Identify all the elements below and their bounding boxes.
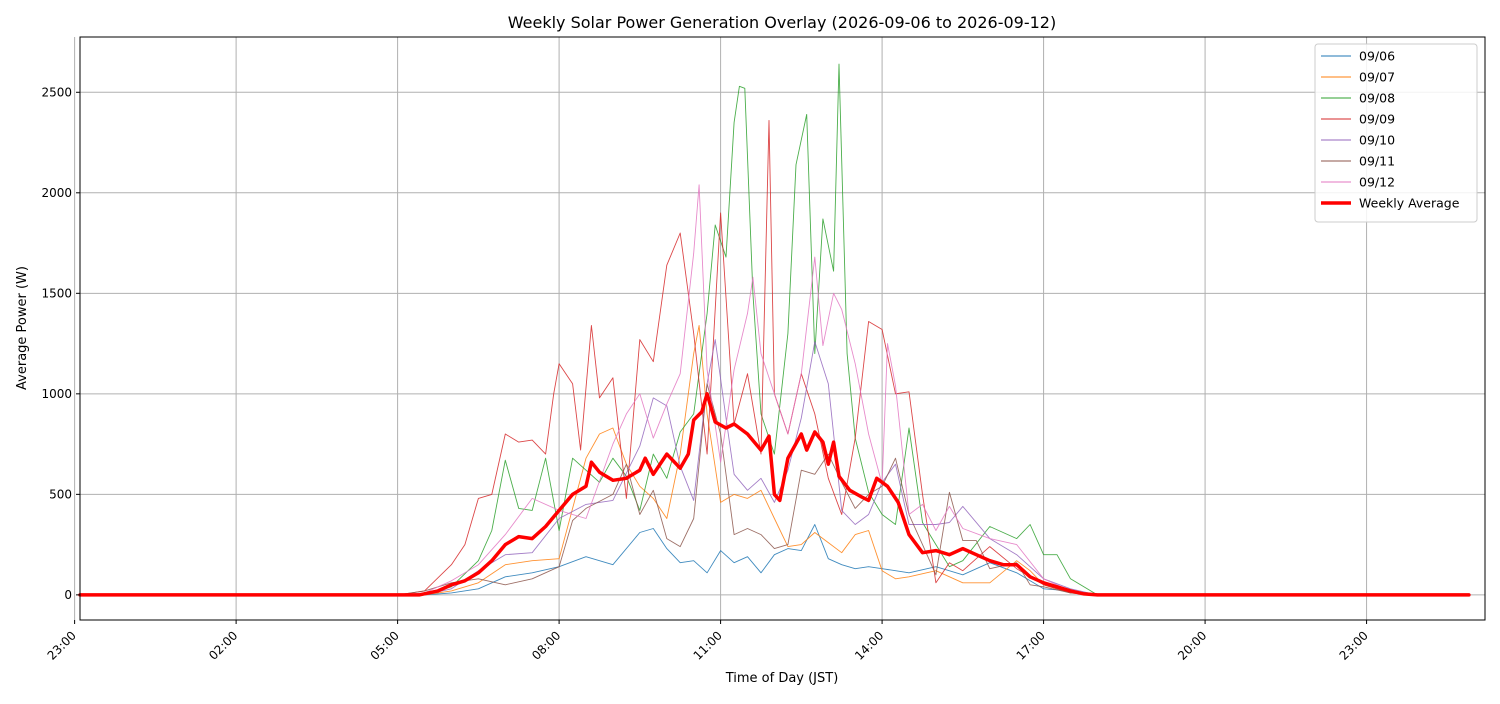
y-tick-label: 2000	[41, 186, 72, 200]
y-tick-label: 1500	[41, 286, 72, 300]
y-tick-label: 1000	[41, 387, 72, 401]
tick-layer: 23:00 02:00 05:00 08:00 11:00 14:00 17:00 20:00…	[41, 85, 1370, 663]
y-tick-label: 2500	[41, 85, 72, 99]
grid-layer	[74, 37, 1485, 620]
legend: 09/06 09/07 09/08 09/09 09/10 09/11 09/12 Weekl…	[1314, 43, 1478, 223]
x-axis-label: Time of Day (JST)	[725, 671, 839, 686]
x-tick-label: 23:00	[1337, 628, 1371, 662]
legend-box	[1314, 43, 1478, 223]
x-tick-label: 23:00	[45, 628, 79, 662]
x-tick-label: 02:00	[206, 628, 240, 662]
series-layer	[78, 63, 1471, 597]
series-line-09-12	[397, 184, 1421, 596]
x-tick-label: 14:00	[852, 628, 886, 662]
legend-entry-label: 09/10	[1359, 133, 1395, 148]
legend-entry-label: 09/09	[1359, 112, 1395, 127]
x-tick-label: 17:00	[1014, 628, 1048, 662]
x-tick-label: 08:00	[529, 628, 563, 662]
legend-entry-label: 09/07	[1359, 70, 1395, 85]
series-line-09-10	[397, 339, 1421, 596]
legend-entry-label: Weekly Average	[1359, 196, 1460, 211]
legend-entry-label: 09/11	[1359, 154, 1395, 169]
series-line-09-09	[397, 119, 1421, 596]
y-tick-label: 500	[49, 487, 72, 501]
x-tick-label: 05:00	[368, 628, 402, 662]
series-line-weekly-average	[78, 392, 1471, 597]
legend-entry-label: 09/06	[1359, 49, 1395, 64]
series-line-09-11	[397, 383, 1421, 596]
chart-title: Weekly Solar Power Generation Overlay (2…	[508, 13, 1056, 32]
y-axis-label: Average Power (W)	[15, 266, 30, 390]
series-line-09-07	[397, 325, 1421, 596]
legend-entry-label: 09/12	[1359, 175, 1395, 190]
legend-entry-label: 09/08	[1359, 91, 1395, 106]
y-tick-label: 0	[64, 588, 72, 602]
plot-frame	[79, 36, 1486, 621]
x-tick-label: 11:00	[691, 628, 725, 662]
series-line-09-08	[397, 63, 1421, 596]
series-line-09-06	[397, 524, 1421, 596]
x-tick-label: 20:00	[1175, 628, 1209, 662]
